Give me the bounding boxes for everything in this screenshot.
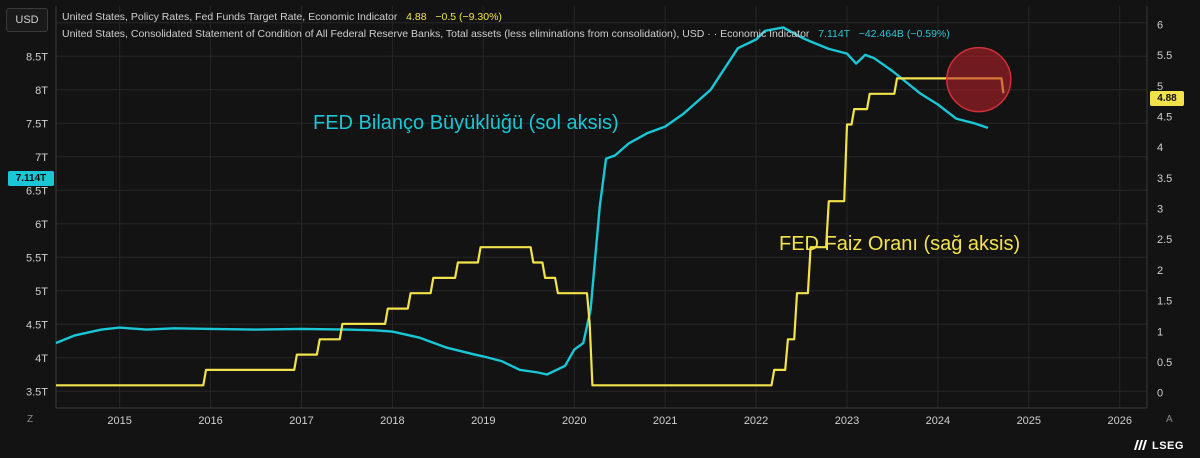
x-tick-label: 2023	[835, 415, 859, 427]
right-tick-label: 3	[1157, 204, 1163, 216]
left-tick-label: 5T	[35, 286, 48, 298]
legend-balance-sheet-change: −42.464B (−0.59%)	[858, 28, 950, 40]
legend-balance-sheet-value: 7.114T	[818, 28, 850, 40]
legend-fed-rate[interactable]: United States, Policy Rates, Fed Funds T…	[62, 11, 502, 23]
x-tick-label: 2026	[1107, 415, 1131, 427]
legend-fed-rate-change: −0.5 (−9.30%)	[435, 11, 502, 23]
legend-balance-sheet-label: United States, Consolidated Statement of…	[62, 28, 810, 40]
highlight-circle	[946, 46, 1012, 113]
left-tick-label: 7T	[35, 152, 48, 164]
legend-fed-rate-value: 4.88	[406, 11, 427, 23]
left-tick-label: 8T	[35, 85, 48, 97]
x-tick-label: 2022	[744, 415, 768, 427]
right-tick-label: 4.5	[1157, 111, 1172, 123]
right-axis: 0 0.5 1 1.5 2 2.5 3 3.5 4 4.5 5 5.5 6	[1146, 6, 1172, 408]
right-tick-label: 1.5	[1157, 296, 1172, 308]
right-tick-label: 6	[1157, 19, 1163, 31]
right-tick-label: 1	[1157, 326, 1163, 338]
x-axis: 2015 2016 2017 2018 2019 2020 2021 2022 2023 2024…	[56, 407, 1147, 427]
left-tick-label: 6T	[35, 219, 48, 231]
x-tick-label: 2020	[562, 415, 586, 427]
auto-scale-button[interactable]: A	[1166, 414, 1173, 425]
left-tick-label: 8.5T	[26, 51, 48, 63]
zoom-reset-button[interactable]: Z	[27, 414, 34, 425]
x-tick-label: 2015	[107, 415, 131, 427]
annotation-fed-rate: FED Faiz Oranı (sağ aksis)	[779, 233, 1020, 255]
fed-rate-last-value-badge: 4.88	[1150, 91, 1184, 106]
left-tick-label: 4.5T	[26, 319, 48, 331]
right-tick-label: 0.5	[1157, 357, 1172, 369]
x-tick-label: 2017	[289, 415, 313, 427]
right-tick-label: 0	[1157, 388, 1163, 400]
fed-rate-line	[56, 77, 1005, 387]
annotation-balance-sheet: FED Bilanço Büyüklüğü (sol aksis)	[313, 112, 619, 134]
left-tick-label: 3.5T	[26, 386, 48, 398]
annotation-layer: FED Bilanço Büyüklüğü (sol aksis) FED Fai…	[313, 46, 1020, 255]
x-tick-label: 2016	[198, 415, 222, 427]
left-tick-label: 7.5T	[26, 118, 48, 130]
currency-button[interactable]: USD	[6, 8, 48, 32]
right-tick-label: 3.5	[1157, 173, 1172, 185]
x-tick-label: 2019	[471, 415, 495, 427]
left-tick-label: 5.5T	[26, 252, 48, 264]
x-tick-label: 2021	[653, 415, 677, 427]
x-tick-label: 2024	[926, 415, 950, 427]
right-tick-label: 5	[1157, 81, 1163, 93]
right-tick-label: 2.5	[1157, 234, 1172, 246]
lseg-logo: LSEG	[1134, 440, 1184, 452]
lseg-logo-icon	[1134, 440, 1147, 450]
left-tick-label: 4T	[35, 353, 48, 365]
balance-sheet-last-value-badge: 7.114T	[8, 171, 54, 186]
series-layer	[55, 26, 1005, 387]
right-tick-label: 2	[1157, 265, 1163, 277]
left-tick-label: 6.5T	[26, 185, 48, 197]
balance-sheet-line	[55, 26, 989, 376]
legend-fed-rate-label: United States, Policy Rates, Fed Funds T…	[62, 11, 398, 23]
x-tick-label: 2018	[380, 415, 404, 427]
right-tick-label: 5.5	[1157, 50, 1172, 62]
lseg-logo-text: LSEG	[1152, 440, 1184, 452]
right-tick-label: 4	[1157, 142, 1163, 154]
x-tick-label: 2025	[1017, 415, 1041, 427]
legend-balance-sheet[interactable]: United States, Consolidated Statement of…	[62, 28, 950, 40]
grid-lines	[56, 6, 1147, 408]
